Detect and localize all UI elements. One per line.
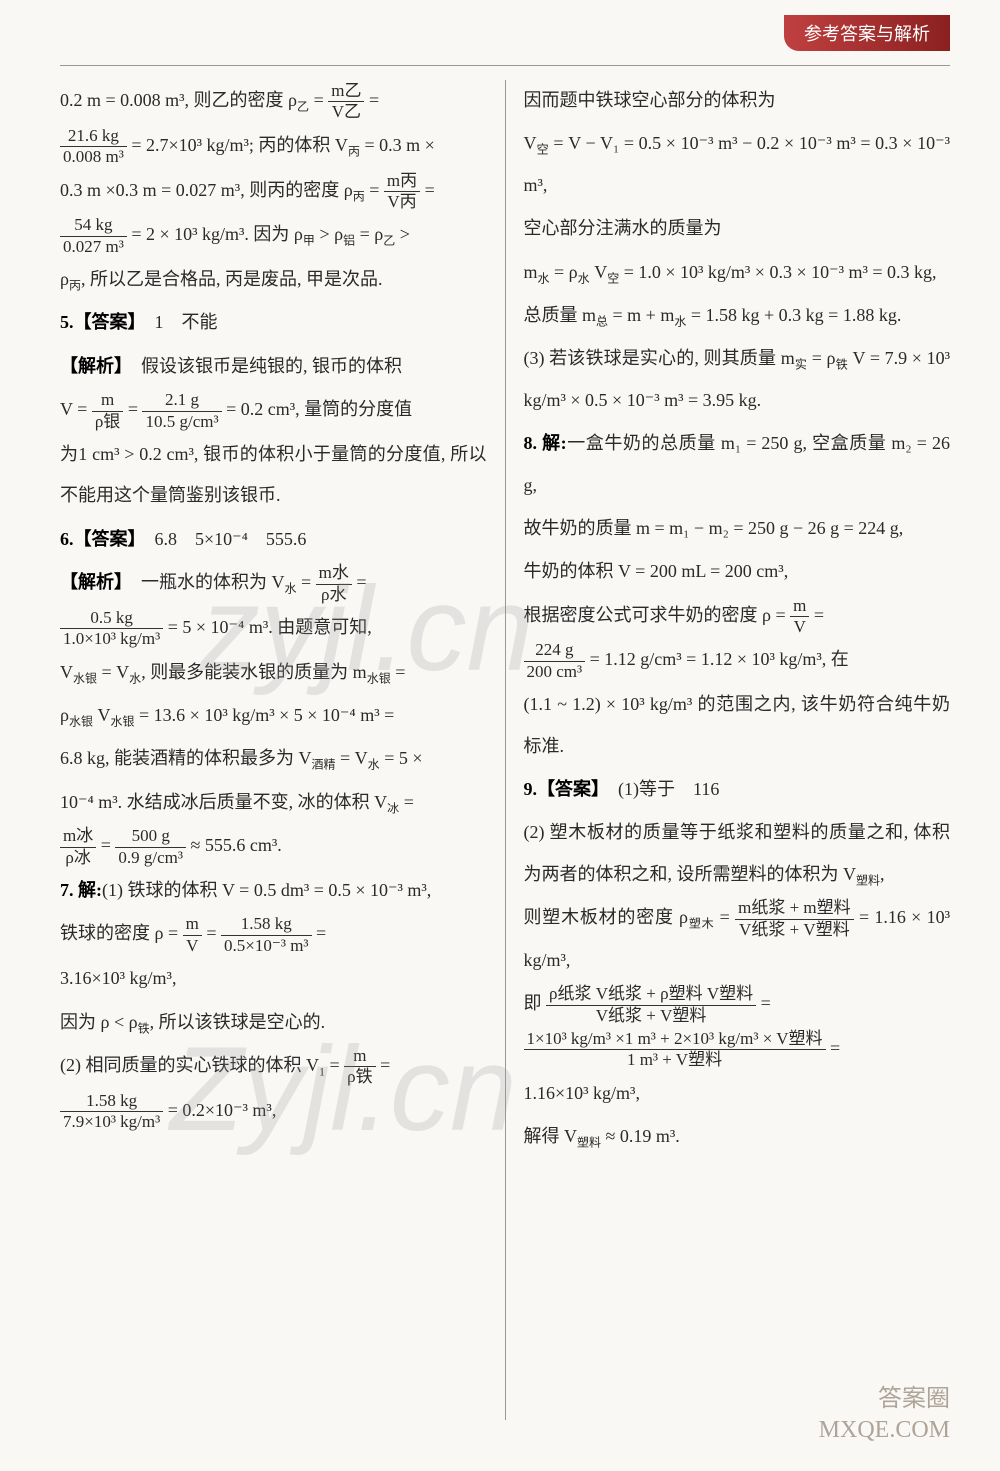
right-column: 因而题中铁球空心部分的体积为 V空 = V − V₁ = 0.5 × 10⁻³ … (506, 80, 951, 1420)
top-divider (60, 65, 950, 67)
text-line: 224 g200 cm³ = 1.12 g/cm³ = 1.12 × 10³ k… (524, 639, 951, 682)
text-line: (3) 若该铁球是实心的, 则其质量 m实 = ρ铁 V = 7.9 × 10³… (524, 338, 951, 421)
left-column: 0.2 m = 0.008 m³, 则乙的密度 ρ乙 = m乙V乙 = 21.6… (60, 80, 506, 1420)
footer-line2: MXQE.COM (819, 1415, 950, 1446)
text-line: 牛奶的体积 V = 200 mL = 200 cm³, (524, 551, 951, 592)
text-line: 因而题中铁球空心部分的体积为 (524, 80, 951, 121)
text-line: 0.2 m = 0.008 m³, 则乙的密度 ρ乙 = m乙V乙 = (60, 80, 487, 123)
text-line: m冰ρ冰 = 500 g0.9 g/cm³ ≈ 555.6 cm³. (60, 825, 487, 868)
question-6: 6.【答案】 6.8 5×10⁻⁴ 555.6 (60, 519, 487, 560)
text-line: (2) 相同质量的实心铁球的体积 V1 = mρ铁 = (60, 1045, 487, 1088)
text-line: V空 = V − V₁ = 0.5 × 10⁻³ m³ − 0.2 × 10⁻³… (524, 123, 951, 206)
text-line: 解得 V塑料 ≈ 0.19 m³. (524, 1116, 951, 1157)
text-line: 根据密度公式可求牛奶的密度 ρ = mV = (524, 595, 951, 638)
question-5: 5.【答案】 1 不能 (60, 302, 487, 343)
footer-badge: 答案圈 MXQE.COM (819, 1384, 950, 1446)
text-line: 铁球的密度 ρ = mV = 1.58 kg0.5×10⁻³ m³ = (60, 913, 487, 956)
text-line: ρ丙, 所以乙是合格品, 丙是废品, 甲是次品. (60, 259, 487, 300)
text-line: 3.16×10³ kg/m³, (60, 958, 487, 999)
text-line: ρ水银 V水银 = 13.6 × 10³ kg/m³ × 5 × 10⁻⁴ m³… (60, 695, 487, 736)
text-line: 【解析】 假设该银币是纯银的, 银币的体积 (60, 346, 487, 387)
text-line: 总质量 m总 = m + m水 = 1.58 kg + 0.3 kg = 1.8… (524, 295, 951, 336)
text-line: 1.16×10³ kg/m³, (524, 1073, 951, 1114)
text-line: 6.8 kg, 能装酒精的体积最多为 V酒精 = V水 = 5 × (60, 738, 487, 779)
text-line: 则塑木板材的密度 ρ塑木 = m纸浆 + m塑料V纸浆 + V塑料 = 1.16… (524, 897, 951, 981)
text-line: 54 kg0.027 m³ = 2 × 10³ kg/m³. 因为 ρ甲 > ρ… (60, 214, 487, 257)
text-line: (1.1 ~ 1.2) × 10³ kg/m³ 的范围之内, 该牛奶符合纯牛奶标… (524, 684, 951, 767)
text-line: 为1 cm³ > 0.2 cm³, 银币的体积小于量筒的分度值, 所以不能用这个… (60, 434, 487, 517)
text-line: 空心部分注满水的质量为 (524, 208, 951, 249)
text-line: V水银 = V水, 则最多能装水银的质量为 m水银 = (60, 652, 487, 693)
text-line: 因为 ρ < ρ铁, 所以该铁球是空心的. (60, 1002, 487, 1043)
text-line: 故牛奶的质量 m = m₁ − m₂ = 250 g − 26 g = 224 … (524, 508, 951, 549)
text-line: 【解析】 一瓶水的体积为 V水 = m水ρ水 = (60, 562, 487, 605)
footer-line1: 答案圈 (819, 1384, 950, 1415)
text-line: 0.3 m ×0.3 m = 0.027 m³, 则丙的密度 ρ丙 = m丙V丙… (60, 170, 487, 213)
text-line: 即 ρ纸浆 V纸浆 + ρ塑料 V塑料V纸浆 + V塑料 = (524, 983, 951, 1026)
question-9: 9.【答案】 (1)等于 116 (524, 769, 951, 810)
text-line: 0.5 kg1.0×10³ kg/m³ = 5 × 10⁻⁴ m³. 由题意可知… (60, 607, 487, 650)
text-line: 21.6 kg0.008 m³ = 2.7×10³ kg/m³; 丙的体积 V丙… (60, 125, 487, 168)
question-8: 8. 解:一盒牛奶的总质量 m₁ = 250 g, 空盒质量 m₂ = 26 g… (524, 423, 951, 506)
text-line: 1.58 kg7.9×10³ kg/m³ = 0.2×10⁻³ m³, (60, 1090, 487, 1133)
text-line: 1×10³ kg/m³ ×1 m³ + 2×10³ kg/m³ × V塑料1 m… (524, 1028, 951, 1071)
question-7: 7. 解:(1) 铁球的体积 V = 0.5 dm³ = 0.5 × 10⁻³ … (60, 870, 487, 911)
text-line: (2) 塑木板材的质量等于纸浆和塑料的质量之和, 体积为两者的体积之和, 设所需… (524, 812, 951, 895)
text-line: 10⁻⁴ m³. 水结成冰后质量不变, 冰的体积 V冰 = (60, 782, 487, 823)
text-line: m水 = ρ水 V空 = 1.0 × 10³ kg/m³ × 0.3 × 10⁻… (524, 252, 951, 293)
header-badge: 参考答案与解析 (784, 15, 950, 51)
text-line: V = mρ银 = 2.1 g10.5 g/cm³ = 0.2 cm³, 量筒的… (60, 389, 487, 432)
